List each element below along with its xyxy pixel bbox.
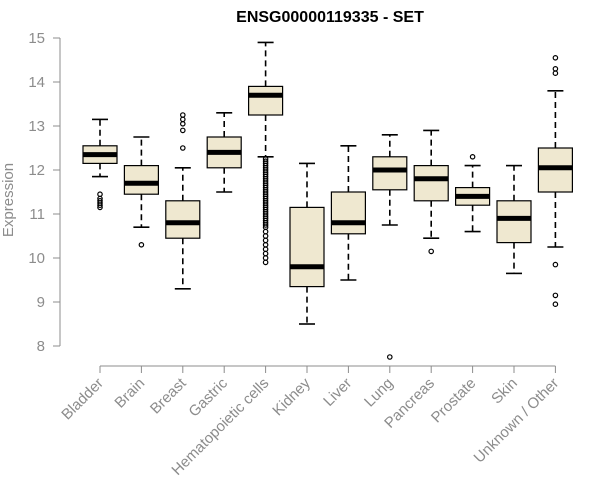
iqr-box xyxy=(289,206,325,288)
y-tick-label: 13 xyxy=(28,118,45,135)
outlier-point xyxy=(97,191,103,198)
chart-title: ENSG00000119335 - SET xyxy=(236,9,424,26)
outlier-point xyxy=(180,116,186,123)
box-group-unknown-other xyxy=(537,54,574,308)
iqr-box xyxy=(496,200,532,244)
outlier-point xyxy=(262,242,269,248)
x-tick-label: Brain xyxy=(111,375,148,412)
outlier-point xyxy=(469,154,476,160)
y-tick-label: 12 xyxy=(28,162,45,179)
outlier-point xyxy=(262,255,269,261)
outlier-point xyxy=(552,292,559,299)
outlier-point xyxy=(262,228,269,235)
box-group-skin xyxy=(496,164,532,275)
iqr-box xyxy=(372,156,408,191)
iqr-box xyxy=(123,165,160,195)
box-group-lung xyxy=(372,134,408,360)
x-tick-label: Kidney xyxy=(269,374,314,419)
y-tick-label: 9 xyxy=(37,294,45,311)
box-group-breast xyxy=(165,112,201,290)
iqr-box xyxy=(248,85,284,116)
iqr-box xyxy=(330,191,366,235)
outlier-point xyxy=(262,246,269,253)
x-tick-label: Bladder xyxy=(58,375,107,424)
outlier-point xyxy=(180,112,186,118)
box-group-hematopoietic-cells xyxy=(248,41,284,266)
outlier-point xyxy=(262,237,269,244)
outlier-point xyxy=(138,242,145,248)
y-tick-label: 14 xyxy=(28,74,45,91)
y-tick-label: 15 xyxy=(28,30,45,47)
outlier-point xyxy=(97,202,103,209)
outlier-point xyxy=(262,222,269,228)
outlier-point xyxy=(180,127,186,134)
outlier-point xyxy=(552,54,559,61)
box-group-pancreas xyxy=(413,129,449,255)
x-tick-label: Skin xyxy=(488,375,521,408)
outlier-point xyxy=(552,70,559,77)
iqr-box xyxy=(413,165,449,202)
outlier-point xyxy=(552,66,559,72)
outlier-point xyxy=(428,248,435,255)
outlier-point xyxy=(262,250,269,257)
iqr-box xyxy=(165,200,201,239)
y-tick-label: 8 xyxy=(37,338,45,355)
box-group-liver xyxy=(330,145,366,281)
box-group-brain xyxy=(123,136,160,248)
y-tick-label: 11 xyxy=(29,206,45,223)
y-axis-label: Expression xyxy=(0,163,17,237)
x-tick-label: Liver xyxy=(320,375,355,410)
box-group-prostate xyxy=(455,154,491,233)
x-tick-label: Breast xyxy=(147,374,190,417)
outlier-point xyxy=(386,354,393,360)
outlier-point xyxy=(552,261,559,268)
box-group-gastric xyxy=(206,112,242,193)
outlier-point xyxy=(97,204,103,211)
outlier-point xyxy=(262,233,269,239)
x-tick-label: Lung xyxy=(361,375,397,411)
outlier-point xyxy=(552,301,559,308)
y-axis: 8 9 10 11 12 13 14 15 xyxy=(28,30,61,355)
outlier-point xyxy=(180,121,186,127)
y-tick-label: 10 xyxy=(28,250,45,267)
outlier-point xyxy=(180,145,186,151)
x-tick-label: Prostate xyxy=(428,375,480,427)
outlier-point xyxy=(262,259,269,266)
box-group-kidney xyxy=(289,162,325,325)
plot-area xyxy=(82,41,574,360)
box-group-bladder xyxy=(82,118,118,211)
